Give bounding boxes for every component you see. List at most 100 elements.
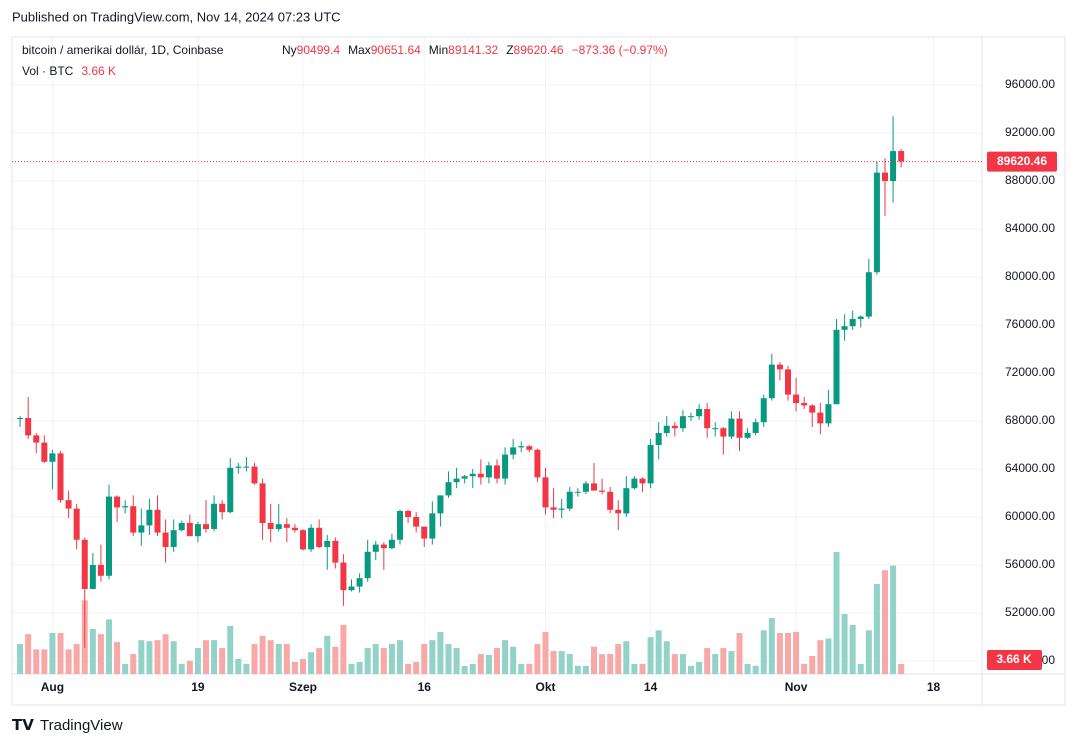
volume-bar [356,661,363,674]
volume-bar [582,665,589,674]
candle-body [639,478,646,484]
candle-body [582,483,589,492]
candle-body [671,425,678,429]
candle-body [494,465,500,479]
volume-bar [696,661,703,674]
volume-bar [259,635,266,674]
volume-bar [453,648,460,674]
volume-bar [776,633,783,674]
x-tick-label: Aug [41,680,64,694]
candle-body [841,326,848,330]
volume-bar [574,665,581,674]
y-tick-label: 64000.00 [1005,461,1055,475]
candle-body [251,466,258,484]
candle-body [114,496,121,508]
volume-bar [882,570,888,674]
candle-body [655,432,662,445]
candle-body [437,495,444,514]
volume-bar [591,646,597,674]
candle-body [898,151,905,162]
candle-body [122,506,129,508]
volume-bar [849,624,856,674]
volume-bar [631,663,638,674]
candle-body [283,524,290,528]
candle-body [688,416,694,418]
volume [17,551,905,674]
volume-bar [785,633,791,674]
volume-bar [437,631,444,674]
volume-bar [542,631,549,674]
candle-body [809,405,816,413]
volume-bar [647,637,654,674]
volume-bar [397,640,403,674]
candle-body [316,527,323,547]
candle-body [696,408,703,417]
volume-bar [170,641,177,674]
volume-title: Vol · BTC [22,64,74,78]
candle-body [178,522,185,531]
y-tick-label: 80000.00 [1005,269,1055,283]
candles [17,116,905,648]
volume-bar [308,652,315,674]
candle-body [235,466,242,468]
candle-body [259,483,266,523]
candle-body [138,525,145,533]
candle-body [615,509,622,514]
volume-bar [720,648,727,674]
candle-body [542,477,549,508]
grid [12,38,982,674]
y-tick-label: 56000.00 [1005,557,1055,571]
candle-body [17,417,24,419]
candle-body [623,488,630,514]
candle-body [453,478,460,483]
volume-bar [704,648,711,674]
volume-bar [865,630,872,674]
candle-body [744,432,751,438]
x-tick-label: Nov [785,680,808,694]
candle-body [469,473,476,477]
candle-body [712,428,719,430]
candle-body [534,449,541,478]
volume-bar [235,658,242,674]
volume-bar [138,640,145,674]
volume-bar [534,643,541,674]
candle-body [510,447,517,455]
volume-bar [227,625,234,674]
candle-body [882,172,888,182]
candle-body [558,508,565,510]
volume-bar [793,631,800,674]
volume-bar [615,643,622,674]
candle-body [227,467,234,513]
volume-bar [469,663,476,674]
volume-bar [768,618,775,674]
candle-body [607,491,614,510]
candle-body [308,527,315,550]
volume-bar [526,663,533,674]
brand: TradingView [40,717,123,734]
volume-bar [688,665,694,674]
candle-body [170,530,177,547]
ohlc-value: 90499.4 [297,43,341,57]
volume-bar [550,651,557,674]
volume-bar [203,640,209,674]
volume-bar [502,640,509,674]
volume-bar [380,648,387,674]
volume-bar [623,641,630,674]
volume-bar [744,663,751,674]
candle-body [518,446,525,448]
candle-body [41,442,48,462]
volume-bar [49,633,56,674]
candle-body [73,508,80,540]
volume-bar [801,663,808,674]
volume-bar [372,643,379,674]
candle-body [429,513,436,539]
volume-bar [857,663,864,674]
ohlc-label: Max [348,43,371,57]
volume-bar [817,640,824,674]
candle-body [421,526,428,539]
volume-bar [25,634,32,674]
volume-bar [477,654,484,674]
candle-body [194,524,201,537]
candle-body [566,491,573,509]
